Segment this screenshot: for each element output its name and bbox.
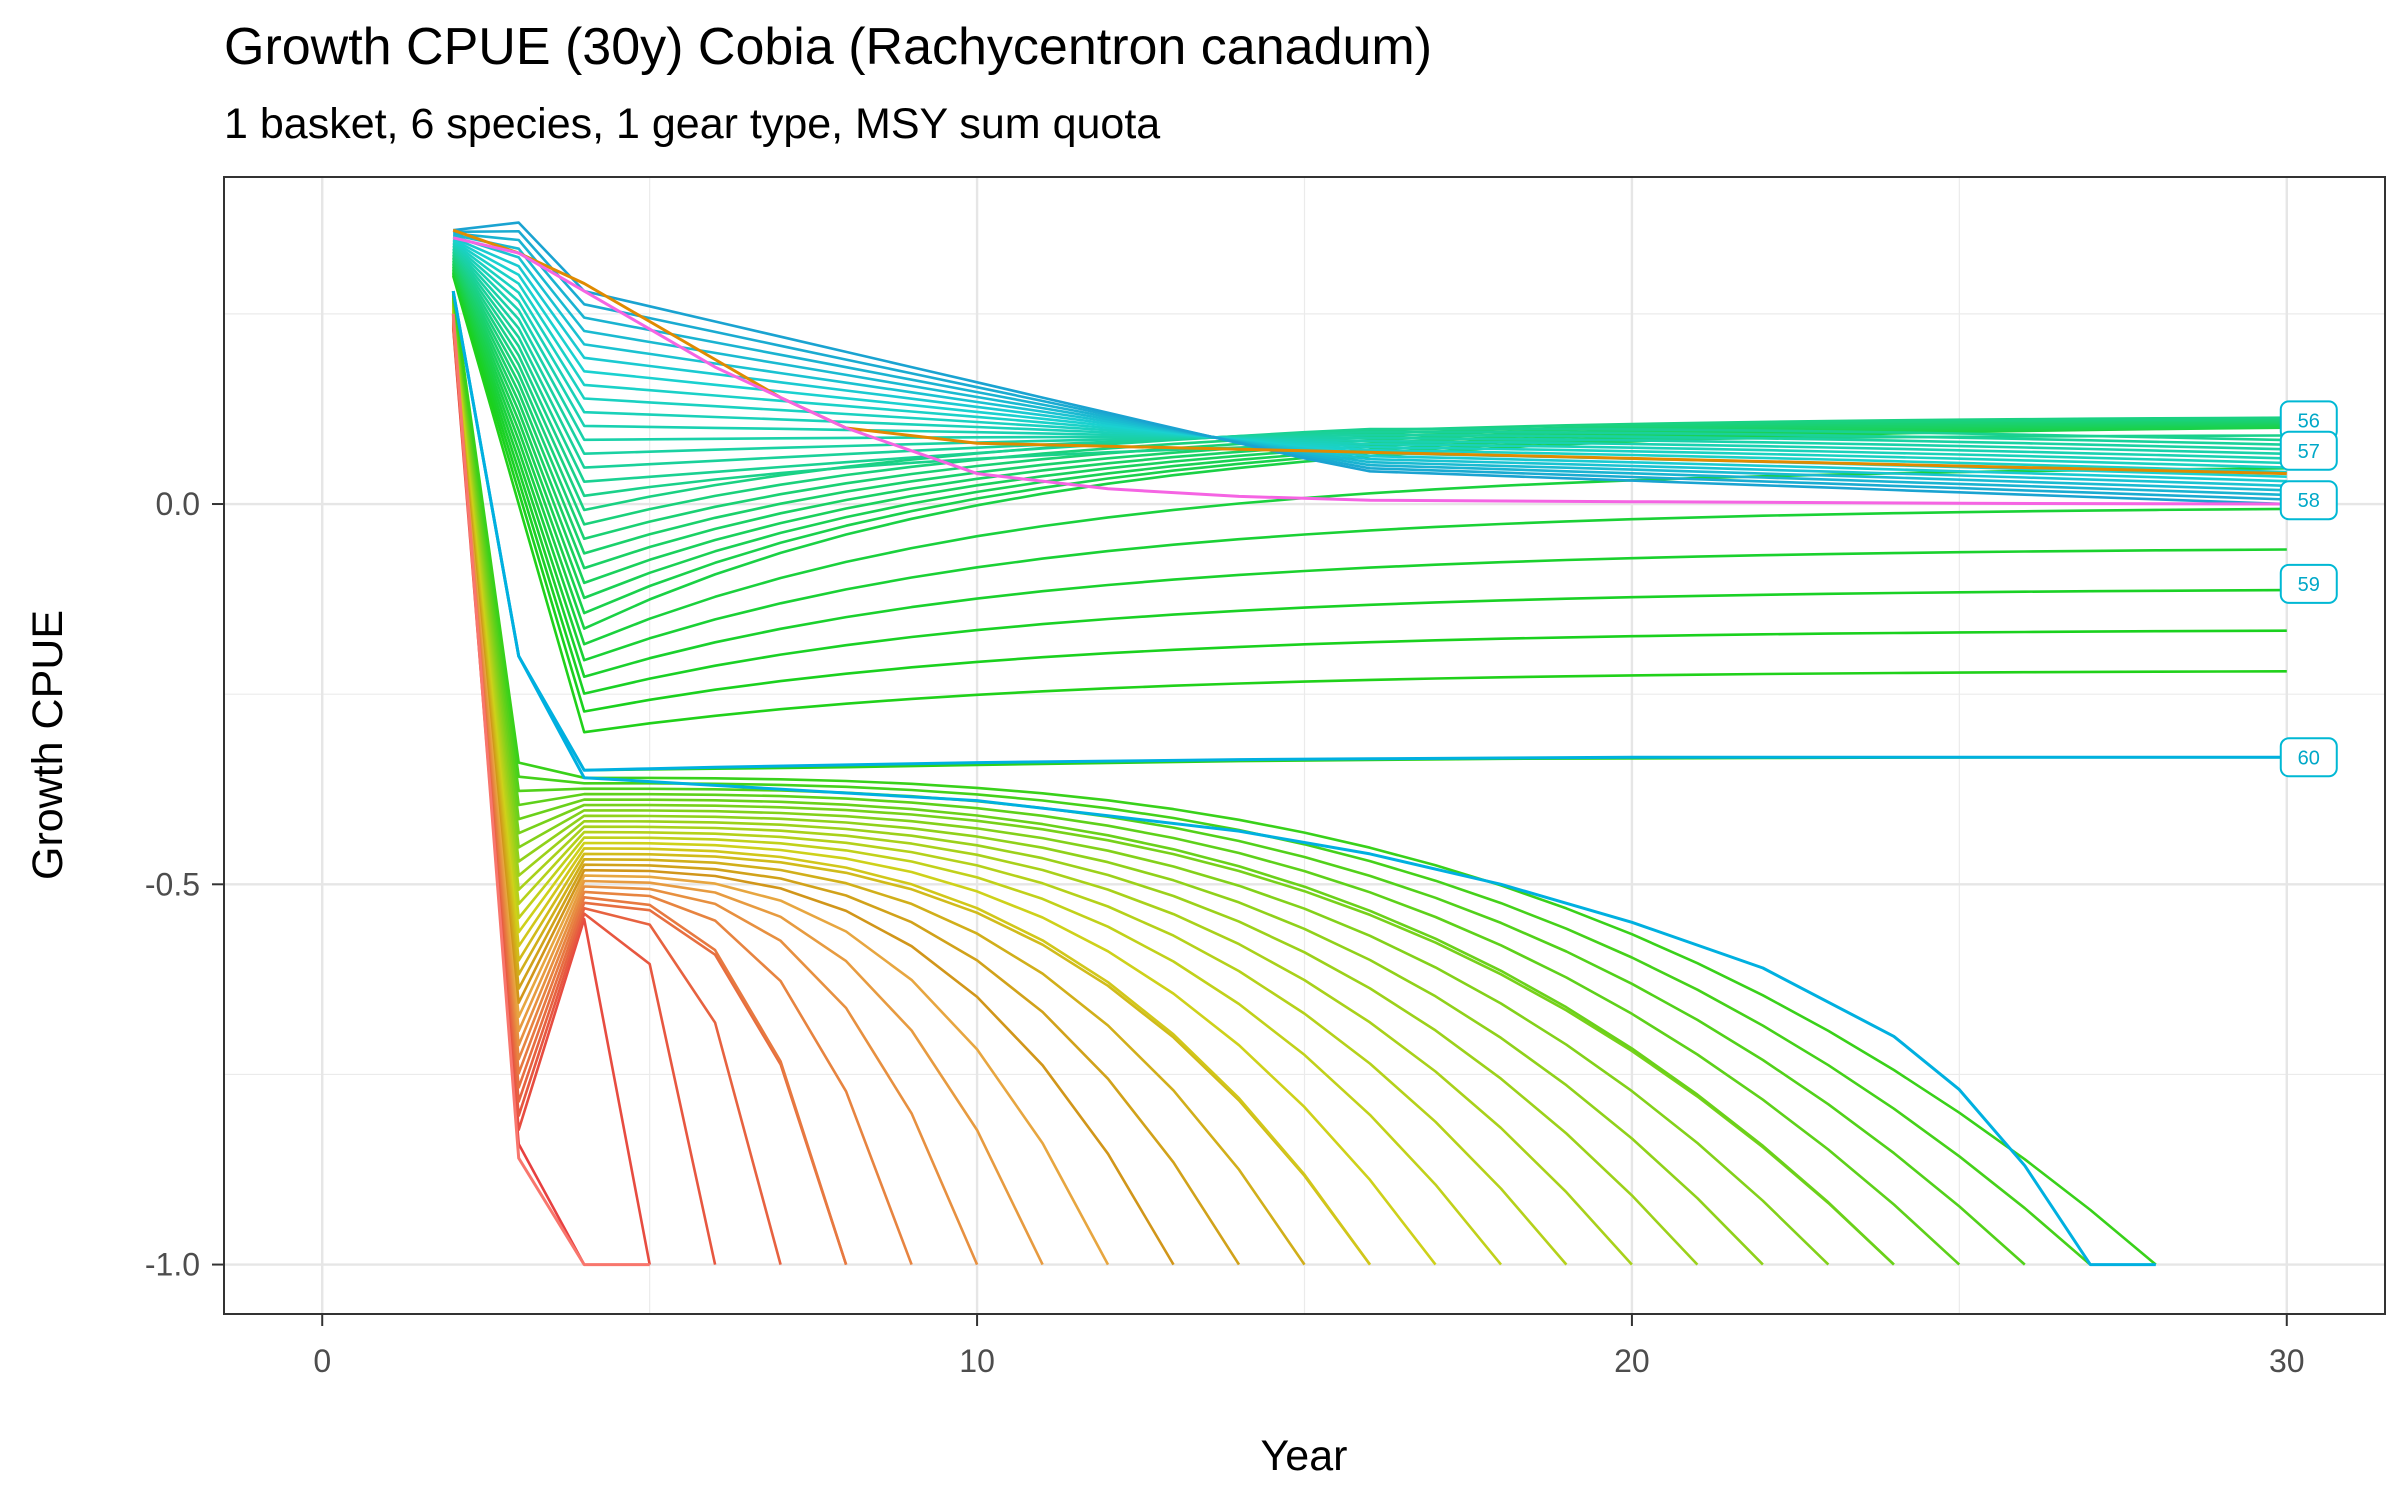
- x-tick-label: 10: [959, 1343, 995, 1379]
- series-line-57: [452, 233, 2287, 492]
- series-line-19: [451, 303, 1633, 1266]
- series-line-26: [451, 293, 2026, 1266]
- series-line-12: [451, 312, 1241, 1266]
- series-line-decline-to-28: [451, 290, 2156, 1267]
- x-tick-label: 30: [2269, 1343, 2305, 1379]
- series-line-46: [452, 250, 2287, 483]
- series-line-30: [451, 275, 2287, 734]
- series-line-52: [452, 241, 2287, 469]
- series-line-58: [453, 232, 2287, 497]
- x-tick-label: 20: [1614, 1343, 1650, 1379]
- end-label-text: 57: [2298, 441, 2320, 463]
- y-tick-label: 0.0: [156, 486, 200, 522]
- series-line-31: [451, 273, 2287, 713]
- series-line-15: [451, 308, 1372, 1266]
- y-tick-label: -1.0: [145, 1247, 200, 1283]
- series-line-25: [451, 295, 1961, 1266]
- series-line-48: [452, 247, 2287, 455]
- end-label-box: [2279, 430, 2338, 471]
- chart-subtitle: 1 basket, 6 species, 1 gear type, MSY su…: [224, 100, 1160, 148]
- series-line-59: [453, 230, 2287, 501]
- series-line-7: [451, 319, 913, 1266]
- end-label-box: [2279, 737, 2338, 778]
- series-line-33: [451, 270, 2287, 678]
- series-line-21: [451, 300, 1764, 1266]
- y-tick-label: -0.5: [145, 866, 200, 902]
- series-line-51: [452, 242, 2287, 465]
- end-label-box: [2279, 480, 2338, 521]
- chart-title: Growth CPUE (30y) Cobia (Rachycentron ca…: [224, 18, 1432, 76]
- series-line-13: [451, 311, 1306, 1266]
- series-line-60: [453, 221, 2287, 506]
- series-line-50: [452, 244, 2287, 460]
- end-label-text: 59: [2298, 574, 2320, 596]
- series-line-8: [451, 318, 979, 1266]
- series-line-decline-to-5: [451, 313, 650, 1267]
- series-line-22: [451, 299, 1830, 1266]
- series-line-9: [451, 316, 1044, 1266]
- series-line-23: [451, 297, 1895, 1266]
- series-line-32: [451, 272, 2287, 695]
- x-tick-label: 0: [313, 1343, 331, 1379]
- series-line-53: [452, 239, 2287, 474]
- series-line-56: [452, 235, 2287, 488]
- series-line-magenta-top: [452, 236, 2287, 506]
- series-line-11: [451, 314, 1175, 1266]
- series-line-47: [452, 249, 2287, 469]
- end-label-text: 60: [2298, 747, 2320, 769]
- x-axis-title: Year: [1261, 1432, 1348, 1480]
- y-axis-title: Growth CPUE: [24, 610, 72, 880]
- series-line-34: [451, 269, 2287, 662]
- end-label-box: [2279, 563, 2338, 604]
- end-label-text: 58: [2298, 490, 2320, 512]
- series-line-6: [451, 320, 848, 1265]
- end-label-text: 56: [2298, 410, 2320, 432]
- series-line-55: [452, 236, 2287, 483]
- series-end-labels: 56 57 58 59 60: [2279, 400, 2338, 778]
- series-lines: [451, 221, 2287, 1267]
- series-line-10: [451, 315, 1110, 1266]
- x-axis: 0 10 20 30: [313, 1314, 2305, 1379]
- y-axis: -1.0 -0.5 0.0: [145, 486, 224, 1283]
- series-line-16: [451, 307, 1437, 1266]
- series-line-18: [451, 304, 1568, 1266]
- series-line-28: [451, 290, 2157, 1266]
- series-line-20: [451, 301, 1699, 1266]
- plot-border: [223, 176, 2386, 1315]
- series-line-24: [451, 296, 1895, 1266]
- series-line-44: [452, 253, 2287, 512]
- series-line-14: [451, 309, 1372, 1266]
- series-line-49: [452, 246, 2287, 456]
- series-line-17: [451, 305, 1503, 1266]
- series-line-60: [451, 290, 2287, 772]
